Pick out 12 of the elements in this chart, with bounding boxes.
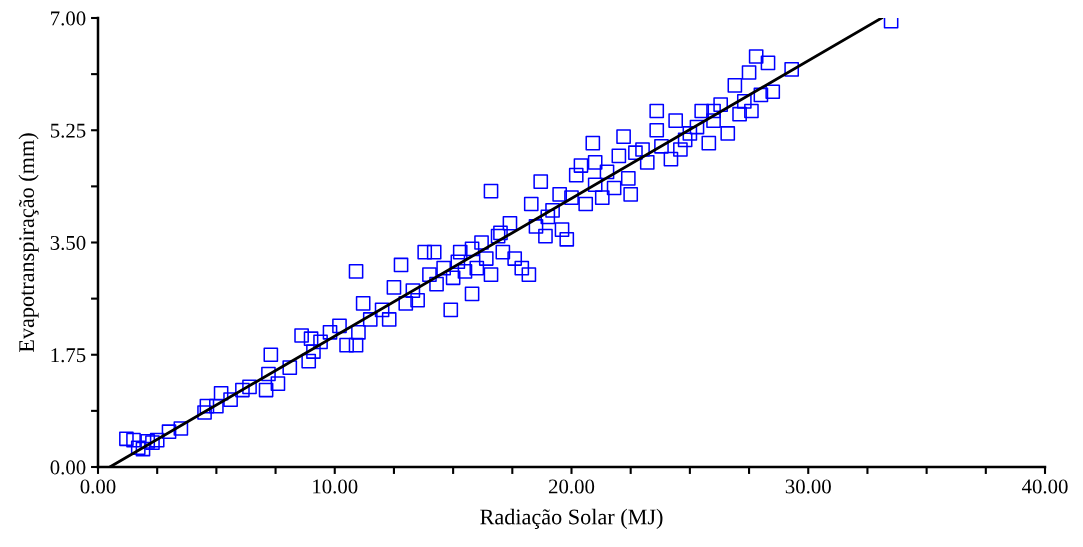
y-tick-label: 0.00 [50, 460, 86, 475]
x-tick-label: 20.00 [548, 479, 595, 494]
y-tick-label: 7.00 [51, 11, 86, 26]
y-tick-label: 3.50 [50, 235, 86, 251]
x-tick-label: 0.00 [80, 479, 116, 494]
x-tick-label: 10.00 [313, 479, 358, 494]
x-tick-label: 40.00 [1021, 479, 1068, 494]
y-tick-label: 5.25 [50, 123, 86, 138]
x-tick-label: 30.00 [785, 479, 831, 494]
y-tick-label: 1.75 [51, 348, 86, 363]
y-axis-title: Evapotranspiração (mm) [18, 133, 39, 352]
x-axis-title: Radiação Solar (MJ) [480, 508, 663, 529]
